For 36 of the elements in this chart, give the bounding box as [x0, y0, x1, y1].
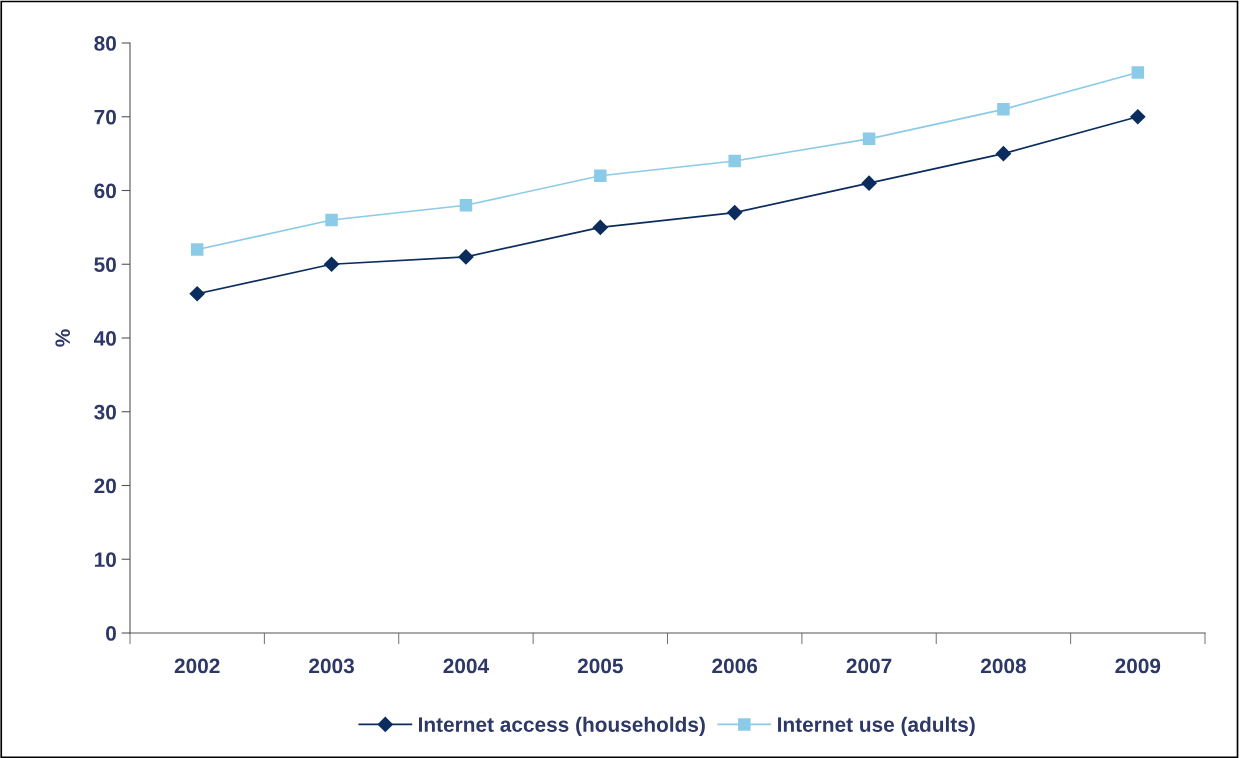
y-tick-label: 60 [94, 183, 116, 199]
x-tick-label: 2005 [577, 658, 623, 674]
point [727, 205, 743, 221]
y-tick-label: 40 [93, 331, 116, 346]
point [997, 103, 1010, 116]
point [592, 219, 608, 235]
point [1130, 109, 1146, 125]
y-tick-label: 80 [94, 36, 116, 51]
point [189, 286, 205, 302]
point [458, 249, 474, 265]
point [594, 169, 607, 183]
point [1131, 66, 1145, 79]
x-tick-label: 2007 [846, 658, 892, 674]
legend-label: Internet access (households) [418, 716, 705, 737]
x-tick-label: 2004 [443, 658, 489, 674]
point [190, 243, 204, 256]
y-tick-label: 30 [94, 404, 116, 420]
point [861, 175, 877, 191]
point [325, 213, 338, 227]
y-tick-label: 50 [94, 257, 116, 272]
point [459, 198, 473, 212]
y-tick-label: 10 [94, 552, 116, 567]
point [323, 256, 340, 272]
point [728, 154, 741, 168]
y-tick-label: 0 [106, 626, 116, 641]
y-tick-label: 70 [94, 109, 116, 125]
x-tick-label: 2002 [174, 658, 220, 674]
y-axis-title: % [55, 329, 71, 347]
point [995, 146, 1012, 162]
x-tick-label: 2006 [712, 658, 758, 674]
y-tick-label: 20 [94, 478, 116, 494]
x-tick-label: 2009 [1115, 658, 1161, 674]
x-tick-label: 2008 [980, 658, 1026, 674]
x-tick-label: 2003 [309, 658, 354, 674]
legend-label: Internet use (adults) [778, 716, 975, 737]
point [862, 132, 876, 146]
